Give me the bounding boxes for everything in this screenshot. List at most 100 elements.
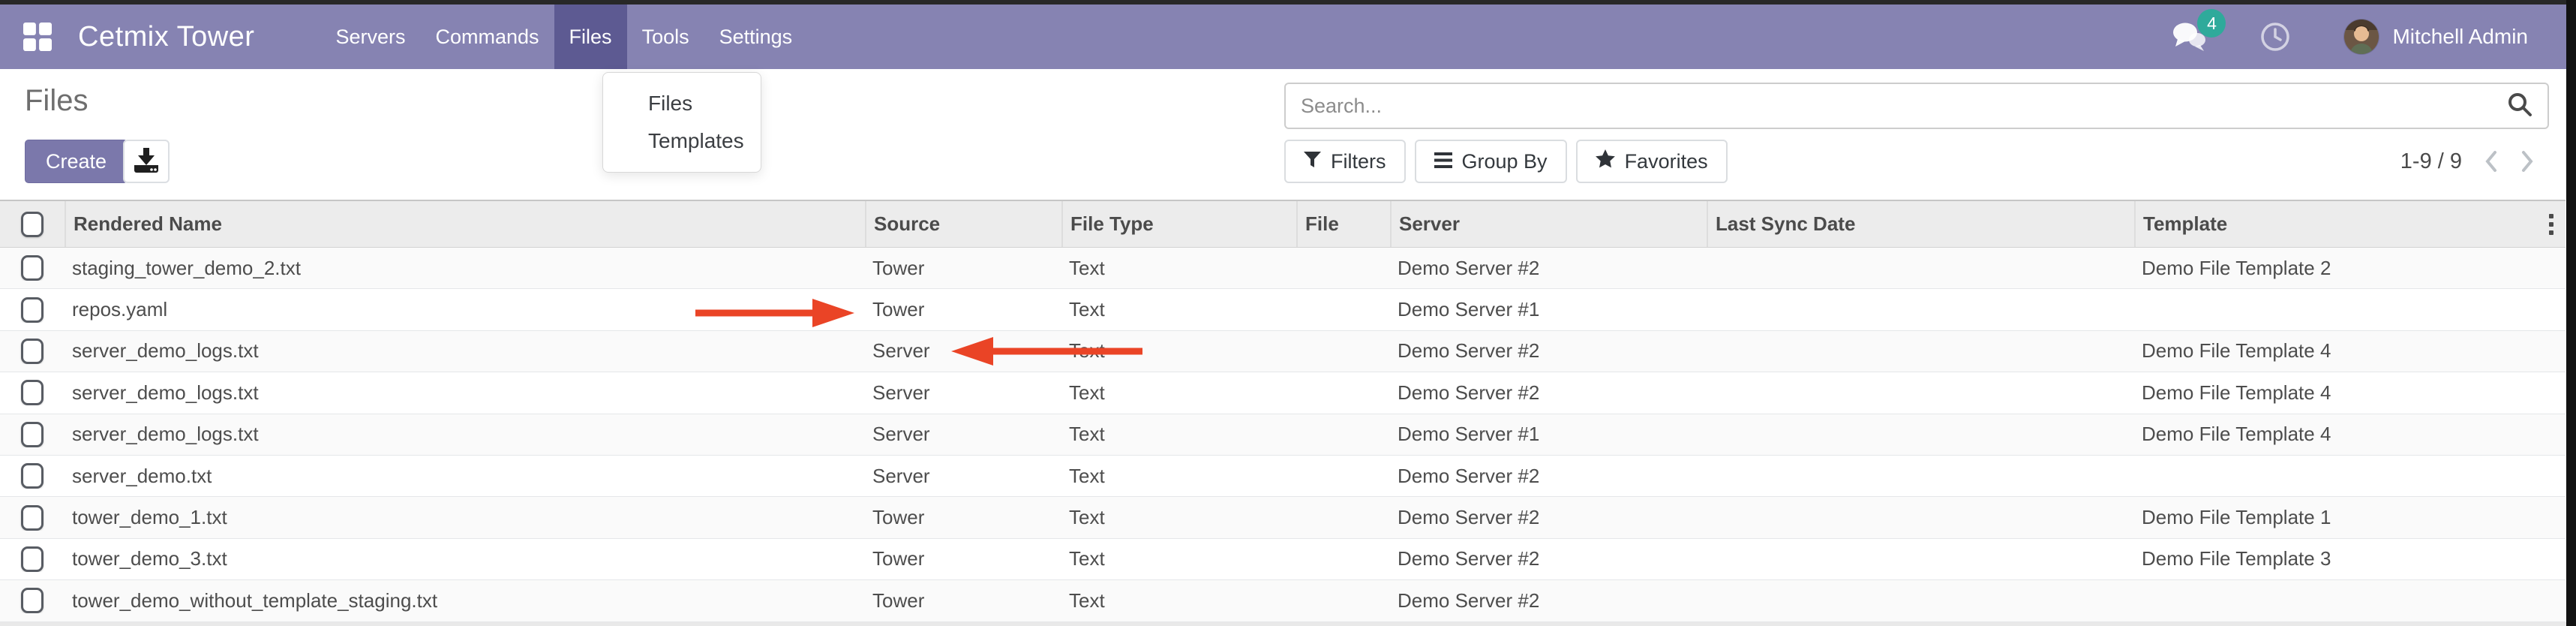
cell-server: Demo Server #2 (1398, 381, 1540, 404)
cell-template: Demo File Template 2 (2142, 256, 2331, 279)
table-header-row: Rendered Name Source File Type File Serv… (0, 200, 2565, 248)
cell-server: Demo Server #1 (1398, 298, 1540, 321)
favorites-label: Favorites (1624, 149, 1708, 173)
column-header-server[interactable]: Server (1390, 201, 1707, 247)
row-checkbox-cell (0, 421, 65, 447)
row-checkbox[interactable] (21, 380, 44, 406)
row-checkbox-cell (0, 546, 65, 572)
top-navbar: Cetmix Tower Servers Commands Files Tool… (0, 5, 2576, 69)
filter-funnel-icon (1304, 150, 1321, 173)
cell-file-type: Text (1069, 381, 1105, 404)
table-row[interactable]: server_demo_logs.txt Server Text Demo Se… (0, 372, 2565, 414)
cell-server: Demo Server #2 (1398, 339, 1540, 363)
column-header-file[interactable]: File (1296, 201, 1390, 247)
row-checkbox-cell (0, 504, 65, 531)
dropdown-item-templates[interactable]: Templates (648, 129, 744, 152)
table-row[interactable]: tower_demo_without_template_staging.txt … (0, 580, 2565, 622)
create-button[interactable]: Create (25, 140, 128, 183)
favorites-button[interactable]: Favorites (1575, 140, 1728, 183)
cell-file-type: Text (1069, 339, 1105, 363)
search-input[interactable] (1286, 94, 2507, 118)
search-options: Filters Group By Favorites (1284, 140, 1728, 183)
cell-server: Demo Server #2 (1398, 506, 1540, 529)
menu-servers[interactable]: Servers (335, 25, 406, 48)
column-header-source[interactable]: Source (865, 201, 1061, 247)
messages-icon[interactable]: 4 (2170, 9, 2226, 54)
cell-template: Demo File Template 1 (2142, 506, 2331, 529)
column-options-dots-icon[interactable] (2549, 213, 2553, 235)
cell-rendered-name: server_demo.txt (72, 464, 212, 487)
navbar-right-zone: 4 Mitchell Admin (2170, 9, 2528, 54)
cell-source: Server (872, 339, 930, 363)
table-row[interactable]: server_demo.txt Server Text Demo Server … (0, 455, 2565, 498)
table-row[interactable]: server_demo_logs.txt Server Text Demo Se… (0, 330, 2565, 373)
pager-previous-button[interactable] (2484, 150, 2498, 173)
pager-next-button[interactable] (2520, 150, 2534, 173)
table-row[interactable]: server_demo_logs.txt Server Text Demo Se… (0, 414, 2565, 456)
messages-count-badge: 4 (2197, 9, 2226, 38)
row-checkbox[interactable] (21, 546, 44, 572)
search-icon[interactable] (2507, 92, 2532, 121)
cell-template: Demo File Template 3 (2142, 547, 2331, 570)
cell-rendered-name: staging_tower_demo_2.txt (72, 256, 301, 279)
cell-file-type: Text (1069, 423, 1105, 446)
menu-settings[interactable]: Settings (719, 25, 793, 48)
column-header-file-type[interactable]: File Type (1061, 201, 1296, 247)
cell-rendered-name: server_demo_logs.txt (72, 423, 259, 446)
row-checkbox-cell (0, 463, 65, 489)
brand-title[interactable]: Cetmix Tower (78, 20, 255, 53)
cell-file-type: Text (1069, 506, 1105, 529)
filters-button[interactable]: Filters (1284, 140, 1406, 183)
column-header-last-sync-date[interactable]: Last Sync Date (1707, 201, 2134, 247)
import-download-icon (134, 147, 158, 176)
row-checkbox-cell (0, 255, 65, 281)
cell-source: Tower (872, 588, 925, 612)
filters-label: Filters (1331, 149, 1386, 173)
files-list-view: Rendered Name Source File Type File Serv… (0, 200, 2565, 622)
column-header-template[interactable]: Template (2134, 201, 2565, 247)
cell-rendered-name: tower_demo_1.txt (72, 506, 227, 529)
import-button[interactable] (123, 140, 170, 183)
cell-rendered-name: server_demo_logs.txt (72, 381, 259, 404)
apps-grid-icon[interactable] (23, 22, 53, 52)
activity-clock-icon[interactable] (2259, 20, 2292, 53)
row-checkbox-cell (0, 380, 65, 406)
row-checkbox[interactable] (21, 463, 44, 489)
cell-server: Demo Server #2 (1398, 464, 1540, 487)
cell-rendered-name: tower_demo_without_template_staging.txt (72, 588, 438, 612)
cell-source: Tower (872, 547, 925, 570)
avatar[interactable] (2344, 20, 2379, 54)
table-row[interactable]: staging_tower_demo_2.txt Tower Text Demo… (0, 248, 2565, 290)
row-checkbox-cell (0, 338, 65, 364)
cell-source: Tower (872, 298, 925, 321)
menu-commands[interactable]: Commands (435, 25, 539, 48)
cell-server: Demo Server #1 (1398, 423, 1540, 446)
row-checkbox[interactable] (21, 588, 44, 614)
column-header-rendered-name[interactable]: Rendered Name (65, 201, 865, 247)
row-checkbox[interactable] (21, 421, 44, 447)
favorites-star-icon (1595, 149, 1615, 173)
menu-files[interactable]: Files (554, 5, 627, 69)
window-right-edge (2566, 0, 2576, 626)
page-background-strip (0, 622, 2566, 626)
table-row[interactable]: repos.yaml Tower Text Demo Server #1 (0, 289, 2565, 331)
row-checkbox[interactable] (21, 338, 44, 364)
cell-template: Demo File Template 4 (2142, 381, 2331, 404)
select-all-checkbox[interactable] (21, 211, 44, 237)
cell-rendered-name: tower_demo_3.txt (72, 547, 227, 570)
table-row[interactable]: tower_demo_3.txt Tower Text Demo Server … (0, 538, 2565, 581)
dropdown-item-files[interactable]: Files (648, 92, 693, 115)
window-top-edge (0, 0, 2576, 5)
row-checkbox[interactable] (21, 504, 44, 531)
cell-server: Demo Server #2 (1398, 547, 1540, 570)
menu-tools[interactable]: Tools (641, 25, 689, 48)
group-by-label: Group By (1461, 149, 1548, 173)
page-title: Files (25, 84, 89, 117)
row-checkbox[interactable] (21, 255, 44, 281)
group-by-bars-icon (1434, 150, 1452, 173)
cell-file-type: Text (1069, 464, 1105, 487)
user-menu[interactable]: Mitchell Admin (2392, 25, 2528, 48)
group-by-button[interactable]: Group By (1414, 140, 1567, 183)
row-checkbox[interactable] (21, 296, 44, 323)
table-row[interactable]: tower_demo_1.txt Tower Text Demo Server … (0, 497, 2565, 539)
